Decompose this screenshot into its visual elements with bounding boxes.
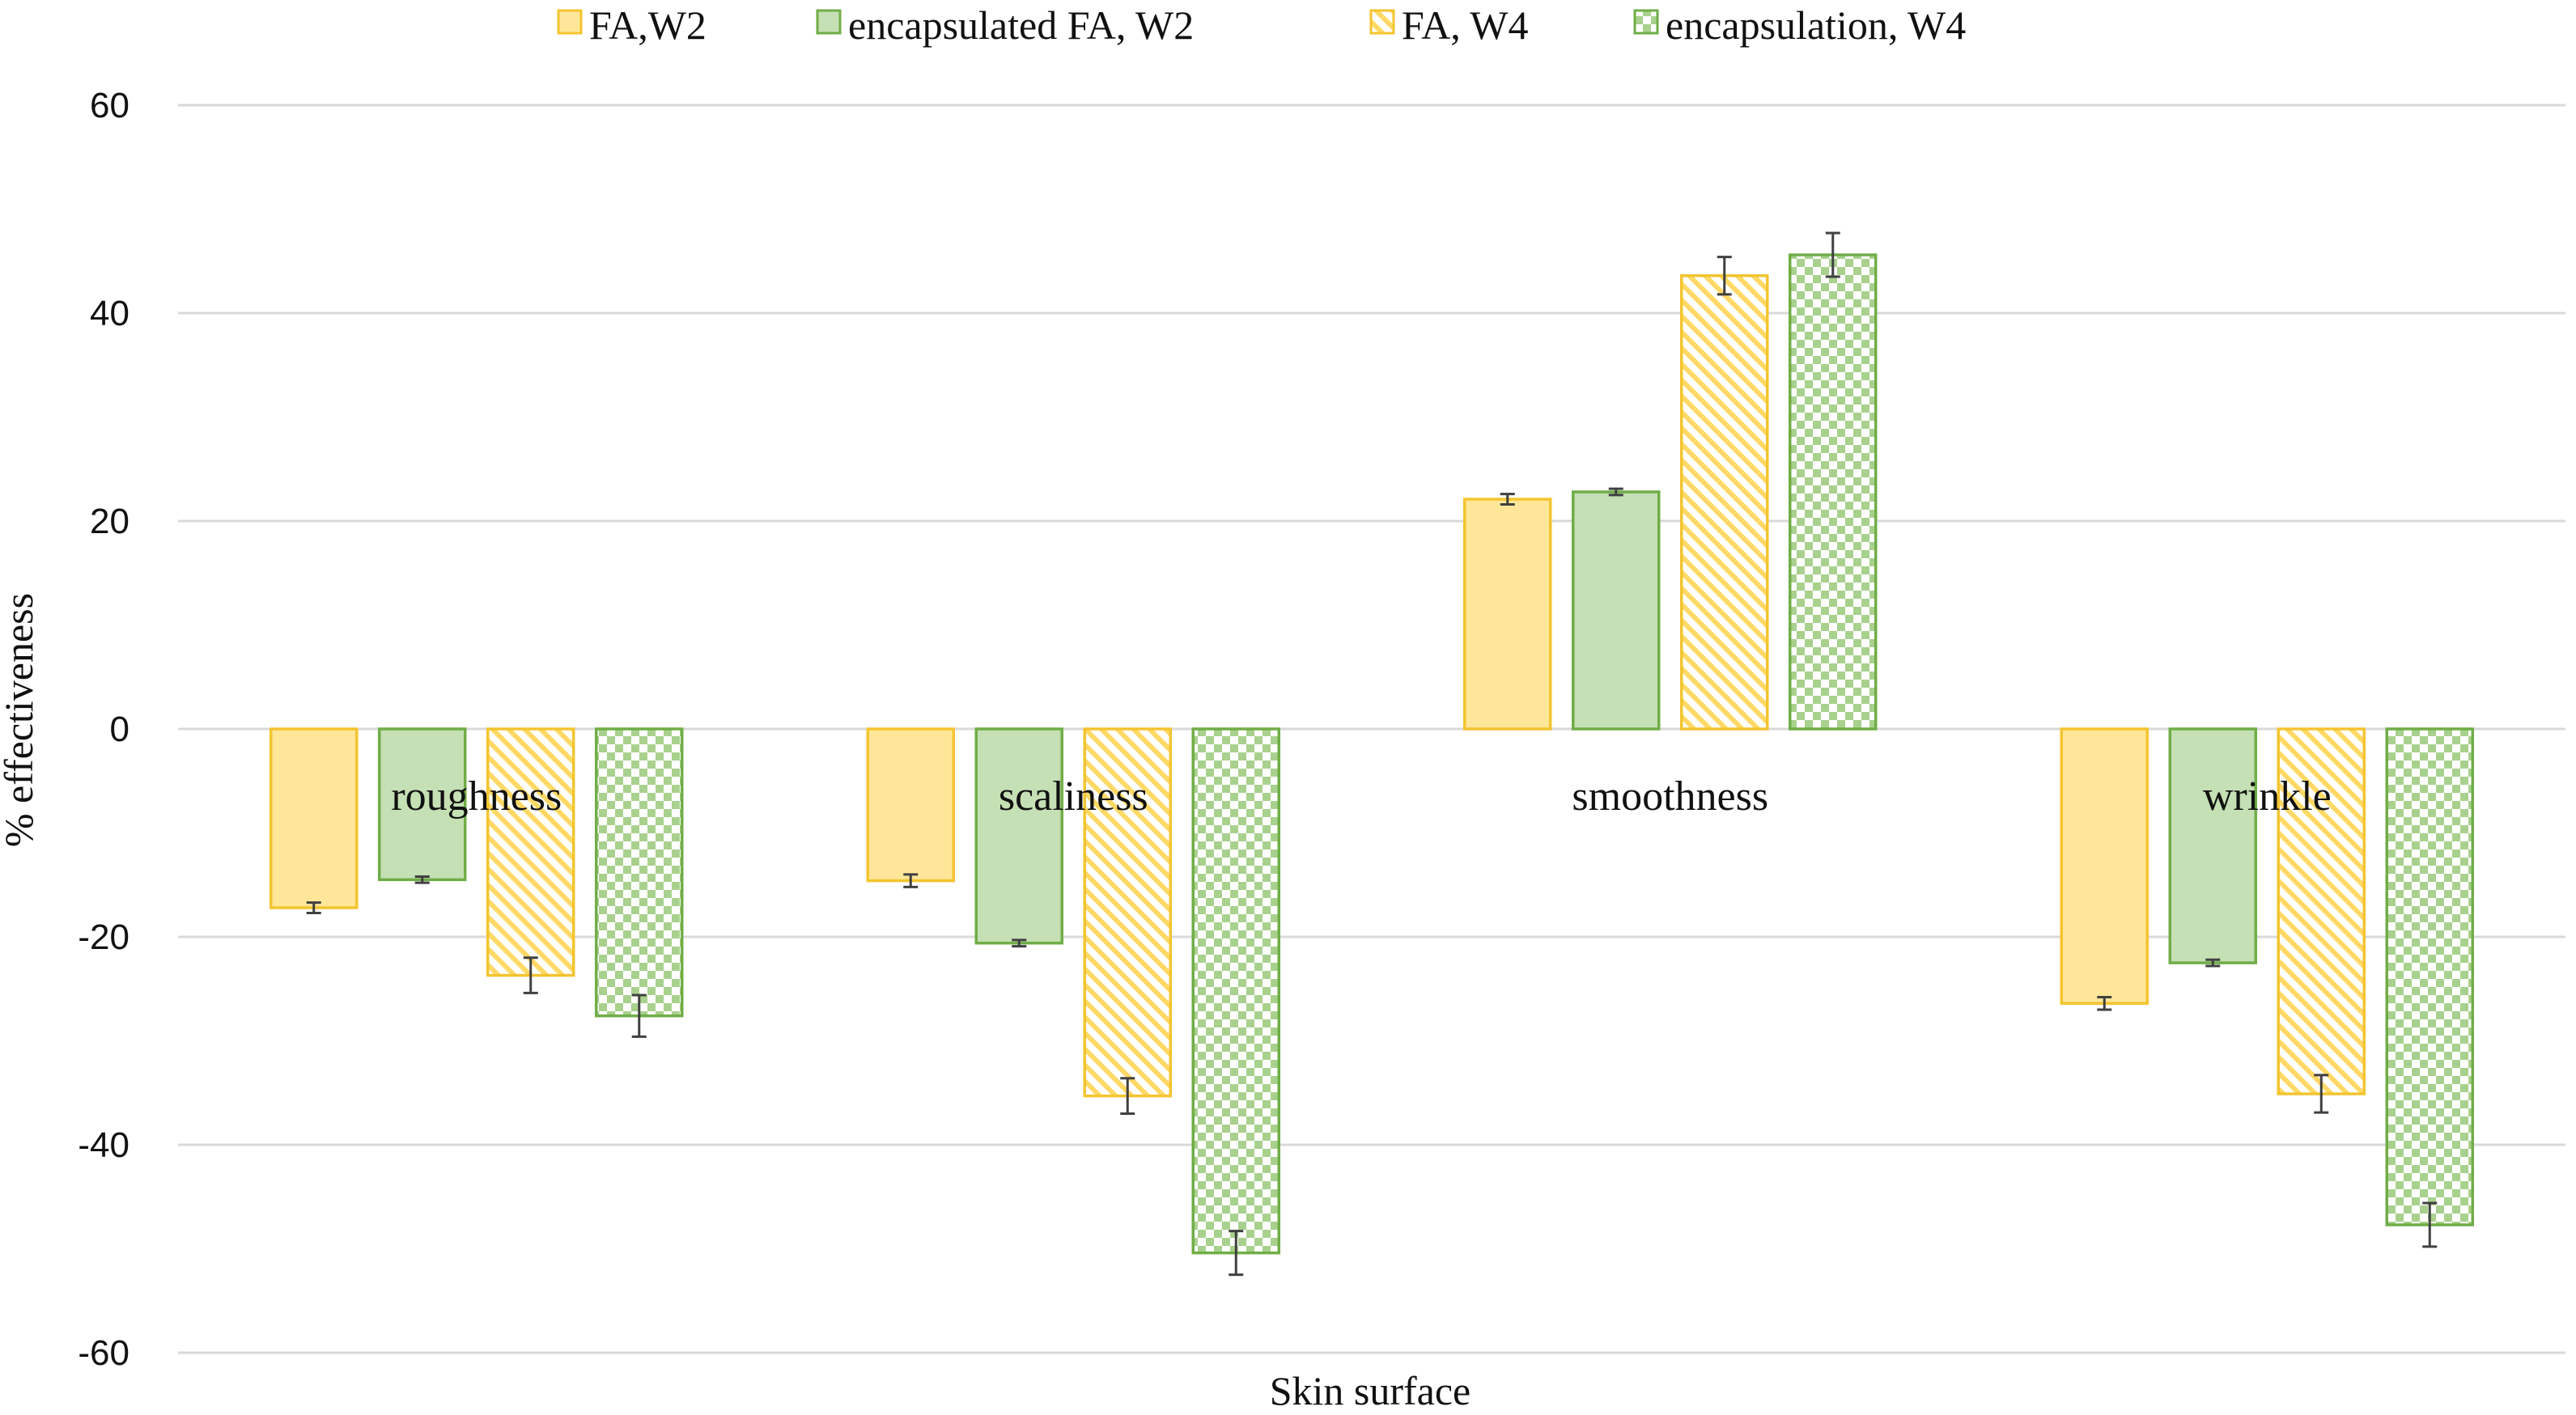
bar xyxy=(974,727,1063,945)
bar xyxy=(2168,727,2257,964)
bar xyxy=(1572,490,1661,731)
bar xyxy=(1083,727,1172,1098)
bars xyxy=(269,253,2474,1255)
error-bar xyxy=(2422,1201,2438,1248)
error-bar xyxy=(2205,958,2221,968)
x-axis-title: Skin surface xyxy=(1270,1368,1471,1413)
legend-item: FA, W4 xyxy=(1369,2,1529,48)
y-tick-label: 60 xyxy=(90,86,129,125)
error-bar xyxy=(1229,1230,1244,1277)
category-label: roughness xyxy=(391,773,562,820)
bar xyxy=(269,727,359,909)
category-label: smoothness xyxy=(1572,773,1768,820)
bar xyxy=(1789,253,1878,731)
legend-label: FA, W4 xyxy=(1402,2,1529,48)
error-bar xyxy=(903,873,919,888)
bar xyxy=(2277,727,2366,1095)
error-bar xyxy=(1608,487,1623,497)
bar xyxy=(2385,727,2474,1226)
y-tick-label: -40 xyxy=(78,1125,129,1165)
error-bar xyxy=(631,993,647,1038)
legend-swatch xyxy=(1633,9,1659,35)
legend: FA,W2 encapsulated FA, W2 FA, W4 encapsulat… xyxy=(557,2,1966,48)
bar xyxy=(2060,727,2149,1005)
category-label: scaliness xyxy=(999,773,1148,820)
y-tick-label: -20 xyxy=(78,917,129,957)
bar xyxy=(1191,727,1280,1255)
y-tick-label: 40 xyxy=(90,294,129,333)
error-bar xyxy=(1120,1077,1135,1115)
error-bar xyxy=(2097,996,2112,1011)
gridlines xyxy=(178,104,2565,1354)
bar xyxy=(595,727,684,1018)
legend-swatch xyxy=(557,9,583,35)
y-tick-label: 20 xyxy=(90,502,129,541)
category-label: wrinkle xyxy=(2203,773,2332,820)
legend-label: FA,W2 xyxy=(589,2,707,48)
bar xyxy=(486,727,575,977)
error-bar xyxy=(1012,938,1027,948)
legend-swatch xyxy=(816,9,842,35)
legend-item: FA,W2 xyxy=(557,2,707,48)
y-tick-label: -60 xyxy=(78,1333,129,1373)
y-tick-label: 0 xyxy=(110,710,129,749)
error-bars xyxy=(306,231,2438,1277)
legend-item: encapsulated FA, W2 xyxy=(816,2,1194,48)
category-labels: roughness scaliness smoothness wrinkle xyxy=(391,773,2331,820)
y-axis-ticks: 60 40 20 0 -20 -40 -60 xyxy=(78,86,129,1373)
legend-label: encapsulation, W4 xyxy=(1666,2,1966,48)
error-bar xyxy=(306,901,321,914)
error-bar xyxy=(1717,256,1732,296)
legend-label: encapsulated FA, W2 xyxy=(848,2,1194,48)
error-bar xyxy=(523,956,538,994)
legend-swatch xyxy=(1369,9,1395,35)
bar xyxy=(1463,498,1552,731)
error-bar xyxy=(1500,493,1515,506)
error-bar xyxy=(414,875,430,884)
error-bar xyxy=(1825,231,1840,278)
y-axis-title: % effectiveness xyxy=(0,593,41,847)
bar xyxy=(866,727,955,883)
bar xyxy=(1680,273,1769,731)
error-bar xyxy=(2314,1074,2329,1114)
legend-item: encapsulation, W4 xyxy=(1633,2,1966,48)
